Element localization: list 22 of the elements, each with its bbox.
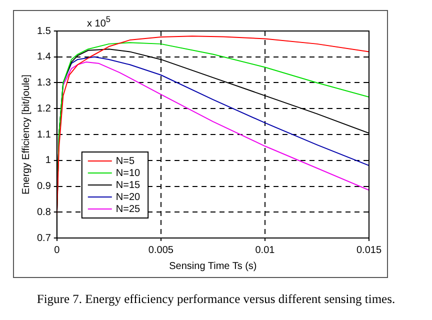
legend-label: N=20: [116, 192, 141, 203]
legend-label: N=10: [116, 168, 141, 179]
x-tick-label: 0: [54, 244, 60, 256]
y-tick-label: 1.2: [36, 103, 52, 114]
caption: Figure 7. Energy efficiency performance versus different sensing times.: [36, 292, 396, 307]
y-axis-title: Energy Efficiency [bit/joule]: [20, 74, 32, 194]
y-tick-label: 0.9: [36, 181, 52, 192]
legend-label: N=5: [116, 156, 135, 167]
x-tick-label: 0.01: [255, 244, 276, 256]
x-axis-title: Sensing Time Ts (s): [169, 260, 257, 272]
y-tick-label: 1.4: [36, 52, 52, 63]
legend-label: N=25: [116, 204, 141, 215]
y-tick-label: 1.5: [36, 26, 52, 37]
y-tick-label: 0.7: [36, 232, 52, 244]
y-tick-label: 1.3: [36, 78, 52, 88]
x-tick-label: 0.015: [356, 244, 382, 256]
y-tick-label: 1: [45, 155, 52, 166]
y-tick-label: 1.1: [36, 129, 52, 140]
legend-label: N=15: [116, 180, 141, 191]
x-tick-label: 0.005: [148, 244, 174, 256]
y-tick-label: 0.8: [36, 206, 52, 218]
text: x 10$^{5}$: [87, 14, 111, 30]
